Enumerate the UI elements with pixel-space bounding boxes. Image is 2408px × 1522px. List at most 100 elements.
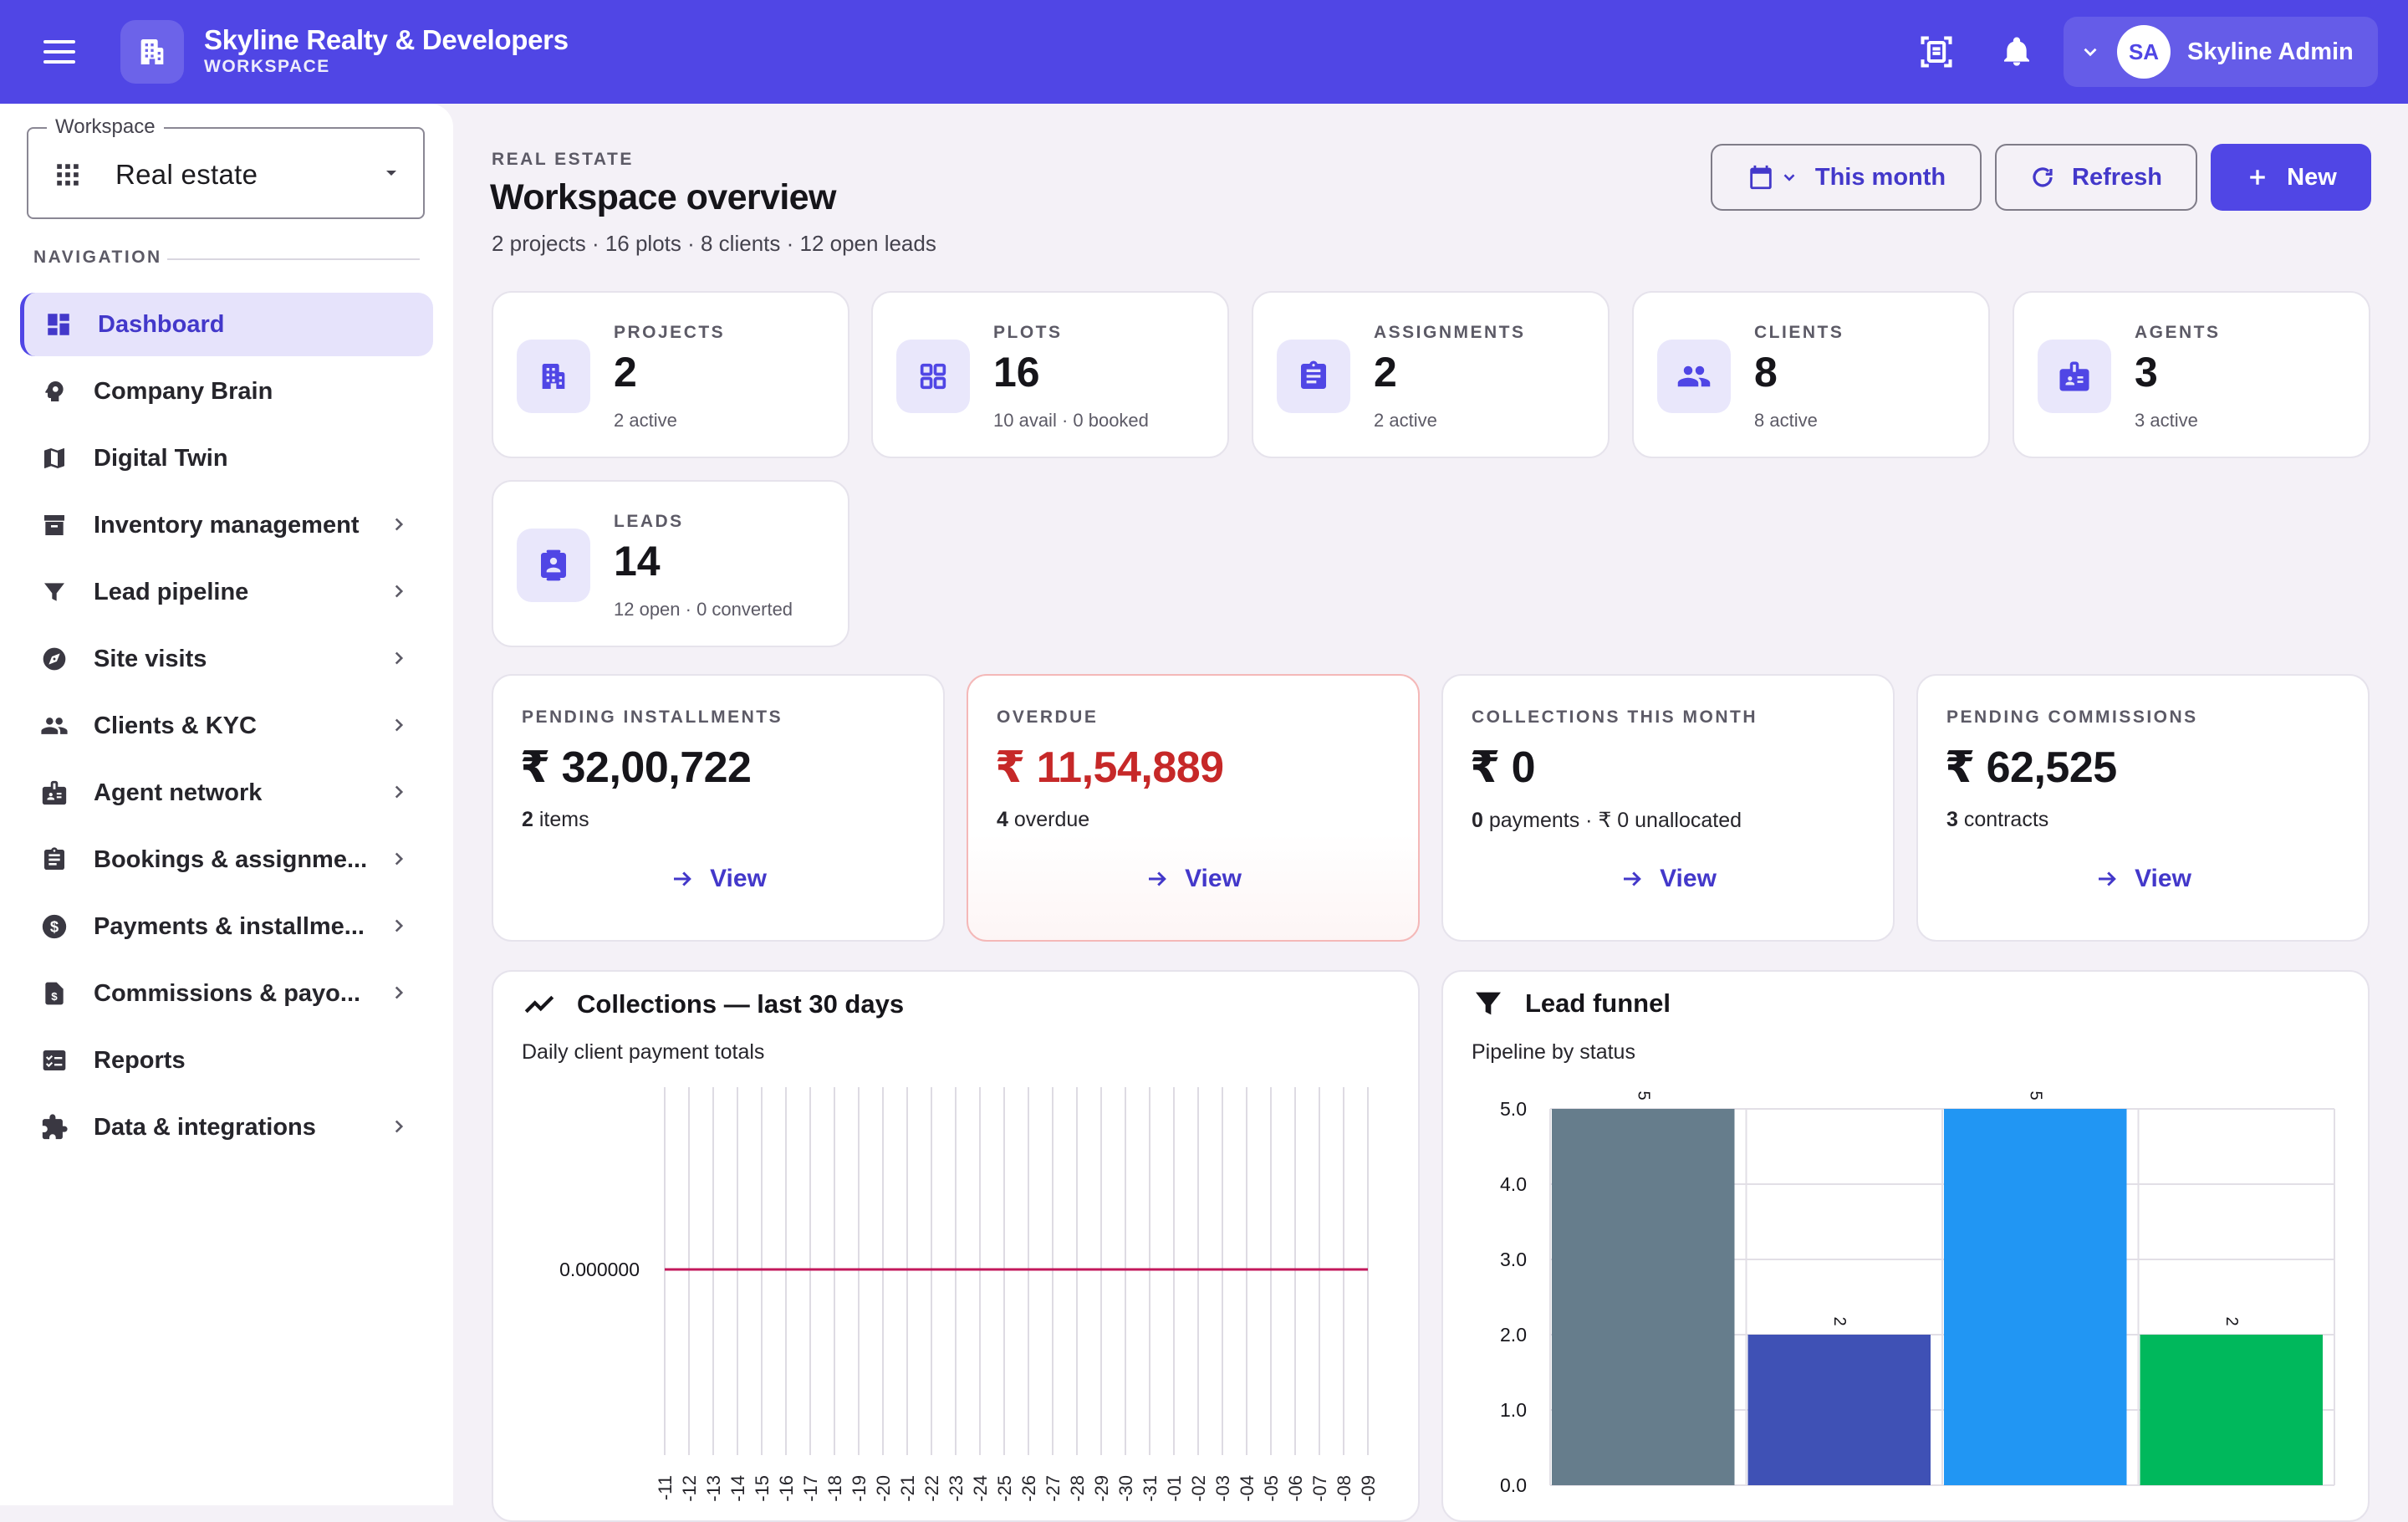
sidebar-item-company-brain[interactable]: Company Brain xyxy=(20,360,433,423)
user-name[interactable]: Skyline Admin xyxy=(2187,38,2354,65)
view-link[interactable]: View xyxy=(968,865,1418,893)
finance-note-text: payments · ₹ 0 unallocated xyxy=(1482,809,1742,832)
sidebar-item-label: Site visits xyxy=(94,645,207,672)
plus-icon xyxy=(2245,165,2270,190)
chevron-right-icon xyxy=(388,580,410,606)
stat-card-projects[interactable]: PROJECTS 2 2 active xyxy=(492,291,849,458)
workspace-value: Real estate xyxy=(115,159,258,190)
chart-subtitle: Daily client payment totals xyxy=(522,1040,765,1064)
x-tick-label: -18 xyxy=(824,1475,845,1502)
divider xyxy=(167,258,420,260)
sidebar-item-label: Dashboard xyxy=(98,310,225,338)
sidebar-item-agent-network[interactable]: Agent network xyxy=(20,761,433,825)
workspace-select[interactable]: Workspace Real estate xyxy=(27,115,425,219)
sidebar-item-bookings-assignments[interactable]: Bookings & assignme... xyxy=(20,828,433,891)
x-tick-label: -29 xyxy=(1091,1475,1112,1502)
x-tick-label: -24 xyxy=(970,1475,991,1502)
x-tick-label: -16 xyxy=(776,1475,797,1502)
grid-icon xyxy=(896,340,970,413)
sidebar-item-inventory-management[interactable]: Inventory management xyxy=(20,493,433,557)
stat-value: 2 xyxy=(1374,349,1397,396)
report-icon xyxy=(38,1044,70,1076)
collections-chart-card: Collections — last 30 days Daily client … xyxy=(492,970,1420,1522)
sidebar-item-data-integrations[interactable]: Data & integrations xyxy=(20,1096,433,1159)
sidebar-item-dashboard[interactable]: Dashboard xyxy=(20,293,433,356)
arrow-right-icon xyxy=(2099,871,2116,886)
y-tick-label: 4.0 xyxy=(1500,1173,1527,1195)
filter-icon xyxy=(1472,987,1505,1020)
finance-note-text: overdue xyxy=(1008,808,1090,831)
view-link-label: View xyxy=(1185,865,1242,892)
view-link[interactable]: View xyxy=(1443,865,1893,893)
view-link-label: View xyxy=(710,865,767,892)
brand: Skyline Realty & Developers WORKSPACE xyxy=(204,23,569,77)
sidebar-item-lead-pipeline[interactable]: Lead pipeline xyxy=(20,560,433,624)
x-tick-label: -17 xyxy=(800,1475,821,1502)
view-link[interactable]: View xyxy=(1918,865,2368,893)
chevron-right-icon xyxy=(388,982,410,1008)
x-tick-label: -23 xyxy=(946,1475,967,1502)
sidebar-item-clients-kyc[interactable]: Clients & KYC xyxy=(20,694,433,758)
stat-label: LEADS xyxy=(614,512,684,531)
x-tick-label: -19 xyxy=(849,1475,870,1502)
new-button[interactable]: New xyxy=(2211,144,2371,211)
stat-note: 12 open · 0 converted xyxy=(614,599,793,620)
sidebar-item-label: Agent network xyxy=(94,779,263,806)
stat-label: CLIENTS xyxy=(1754,323,1844,342)
sidebar-item-commissions-payouts[interactable]: $ Commissions & payo... xyxy=(20,962,433,1025)
finance-value: ₹ 0 xyxy=(1470,743,1536,792)
dashboard-icon xyxy=(43,309,74,340)
x-tick-label: -02 xyxy=(1188,1475,1209,1502)
x-tick-label: -25 xyxy=(994,1475,1015,1502)
badge-icon xyxy=(38,777,70,809)
sidebar-item-site-visits[interactable]: Site visits xyxy=(20,627,433,691)
stat-label: ASSIGNMENTS xyxy=(1374,323,1526,342)
x-tick-label: -26 xyxy=(1018,1475,1039,1502)
stat-card-assignments[interactable]: ASSIGNMENTS 2 2 active xyxy=(1252,291,1610,458)
stat-card-agents[interactable]: AGENTS 3 3 active xyxy=(2013,291,2370,458)
people-icon xyxy=(38,710,70,742)
finance-value: ₹ 32,00,722 xyxy=(520,743,752,792)
sidebar-item-payments-installments[interactable]: $ Payments & installme... xyxy=(20,895,433,958)
new-label: New xyxy=(2287,163,2337,191)
collections-line-chart: -11 -12 -13 -14 -15 -16 -17 -18 -19 -20 -21 -22 -23-… xyxy=(559,1087,1379,1502)
stat-note: 2 active xyxy=(614,410,677,431)
people-icon xyxy=(1657,340,1731,413)
sidebar-item-label: Inventory management xyxy=(94,511,360,539)
stat-label: PROJECTS xyxy=(614,323,726,342)
refresh-button[interactable]: Refresh xyxy=(1995,144,2197,211)
stat-card-clients[interactable]: CLIENTS 8 8 active xyxy=(1632,291,1990,458)
nav-list: Dashboard Company Brain Digital Twin Inv… xyxy=(20,293,433,1162)
building-icon xyxy=(517,340,590,413)
chart-title: Collections — last 30 days xyxy=(577,989,905,1019)
data-label: 2 xyxy=(1830,1316,1849,1325)
x-tick-label: -03 xyxy=(1212,1475,1233,1502)
chart-title: Lead funnel xyxy=(1525,988,1671,1018)
menu-icon[interactable] xyxy=(43,33,84,70)
sidebar-item-label: Lead pipeline xyxy=(94,578,249,605)
view-link-label: View xyxy=(1660,865,1717,892)
sidebar-item-reports[interactable]: Reports xyxy=(20,1029,433,1092)
chevron-down-icon[interactable] xyxy=(2064,41,2117,63)
view-link[interactable]: View xyxy=(493,865,943,893)
finance-note-text: contracts xyxy=(1957,808,2049,831)
period-filter-button[interactable]: This month xyxy=(1711,144,1982,211)
stat-card-leads[interactable]: LEADS 14 12 open · 0 converted xyxy=(492,480,849,647)
y-tick-label: 3.0 xyxy=(1500,1249,1527,1270)
x-tick-label: -31 xyxy=(1140,1475,1161,1502)
puzzle-icon xyxy=(38,1111,70,1143)
bell-icon[interactable] xyxy=(1995,30,2038,74)
stat-card-plots[interactable]: PLOTS 16 10 avail · 0 booked xyxy=(871,291,1229,458)
contact-icon xyxy=(517,529,590,602)
avatar[interactable]: SA xyxy=(2117,25,2171,79)
lead-funnel-bar-chart: 0.0 1.0 2.0 3.0 4.0 5.0 5 2 5 2 xyxy=(1500,1090,2335,1496)
sidebar-item-digital-twin[interactable]: Digital Twin xyxy=(20,426,433,490)
x-tick-label: -11 xyxy=(655,1475,676,1500)
document-scanner-icon[interactable] xyxy=(1915,30,1958,74)
chevron-right-icon xyxy=(388,915,410,941)
user-menu[interactable]: SA Skyline Admin xyxy=(2064,17,2378,87)
finance-note: 0 payments · ₹ 0 unallocated xyxy=(1472,808,1742,833)
bar xyxy=(1944,1109,2127,1485)
finance-value: ₹ 11,54,889 xyxy=(995,743,1224,792)
x-tick-label: -08 xyxy=(1334,1475,1354,1502)
